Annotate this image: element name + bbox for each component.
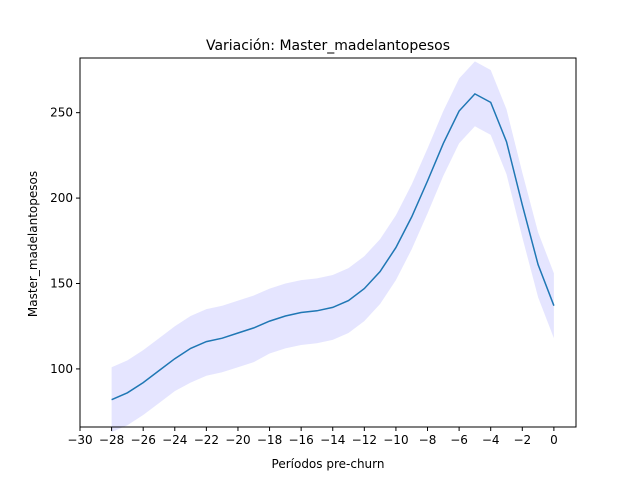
series-line — [111, 92, 555, 401]
x-tick-label: −10 — [383, 433, 408, 447]
y-axis-label: Master_madelantopesos — [26, 171, 40, 317]
y-axis-ticks: 100 150 200 250 — [50, 106, 80, 376]
x-tick-label: 0 — [550, 433, 558, 447]
x-tick-label: −24 — [162, 433, 187, 447]
x-tick-label: −4 — [482, 433, 500, 447]
confidence-band — [111, 61, 554, 433]
x-tick-label: −26 — [131, 433, 156, 447]
x-tick-label: −30 — [67, 433, 92, 447]
axes-frame — [79, 57, 577, 428]
x-axis-label: Períodos pre-churn — [272, 457, 385, 471]
x-axis-ticks: −30 −28 −26 −24 −22 −20 −18 −16 −14 −12 −10 −8 −6 −4−… — [67, 427, 558, 447]
x-tick-label: −2 — [513, 433, 531, 447]
chart-title: Variación: Master_madelantopesos — [206, 38, 450, 54]
y-tick-label: 150 — [50, 277, 73, 291]
x-tick-label: −20 — [225, 433, 250, 447]
y-tick-label: 100 — [50, 362, 73, 376]
x-tick-label: −18 — [257, 433, 282, 447]
y-tick-label: 250 — [50, 106, 73, 120]
x-tick-label: −6 — [450, 433, 468, 447]
x-tick-label: −12 — [352, 433, 377, 447]
y-tick-label: 200 — [50, 191, 73, 205]
x-tick-label: −22 — [194, 433, 219, 447]
plot-area — [111, 61, 555, 433]
x-tick-label: −14 — [320, 433, 345, 447]
x-tick-label: −8 — [419, 433, 437, 447]
x-tick-label: −16 — [288, 433, 313, 447]
x-tick-label: −28 — [99, 433, 124, 447]
